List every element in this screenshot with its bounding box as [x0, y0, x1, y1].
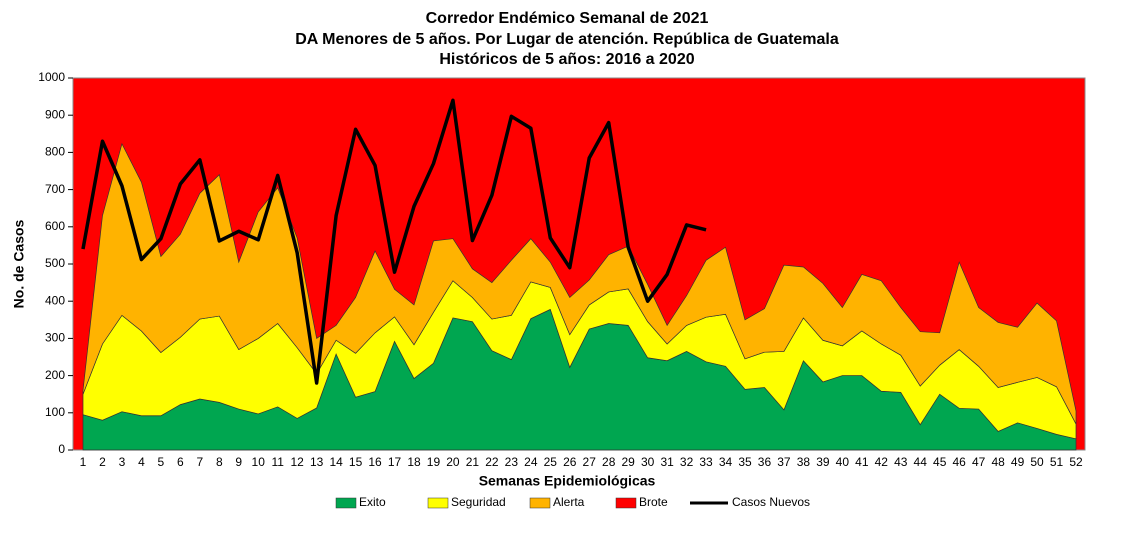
x-tick-label: 16	[368, 455, 382, 469]
x-tick-label: 12	[290, 455, 304, 469]
x-tick-label: 38	[797, 455, 811, 469]
x-tick-label: 48	[991, 455, 1005, 469]
y-tick-label: 400	[45, 293, 65, 307]
x-tick-label: 24	[524, 455, 538, 469]
legend-swatch	[335, 497, 357, 509]
y-tick-label: 900	[45, 107, 65, 121]
legend-label: Seguridad	[451, 495, 506, 509]
x-tick-label: 15	[349, 455, 363, 469]
y-tick-label: 600	[45, 219, 65, 233]
y-tick-label: 300	[45, 331, 65, 345]
legend-label: Casos Nuevos	[732, 495, 810, 509]
x-tick-label: 44	[914, 455, 928, 469]
y-tick-label: 1000	[38, 70, 65, 84]
x-tick-label: 33	[699, 455, 713, 469]
area	[82, 142, 1077, 425]
x-tick-label: 10	[252, 455, 266, 469]
x-tick-label: 17	[388, 455, 402, 469]
line	[81, 98, 707, 385]
x-tick-label: 45	[933, 455, 947, 469]
y-axis-title: No. de Casos	[11, 219, 27, 308]
y-tick-label: 700	[45, 182, 65, 196]
x-tick-label: 23	[505, 455, 519, 469]
legend-swatch	[615, 497, 637, 509]
x-tick-label: 51	[1050, 455, 1064, 469]
x-tick-label: 29	[621, 455, 635, 469]
chart-title: DA Menores de 5 años. Por Lugar de atenc…	[295, 31, 839, 48]
x-tick-label: 11	[271, 455, 284, 469]
x-tick-label: 6	[177, 455, 184, 469]
x-tick-label: 50	[1030, 455, 1044, 469]
x-tick-label: 28	[602, 455, 616, 469]
x-tick-label: 30	[641, 455, 655, 469]
x-tick-label: 39	[816, 455, 830, 469]
y-tick-label: 800	[45, 145, 65, 159]
legend-label: Brote	[639, 495, 668, 509]
legend-label: Alerta	[553, 495, 585, 509]
x-axis-title: Semanas Epidemiológicas	[479, 473, 656, 489]
x-tick-label: 49	[1011, 455, 1025, 469]
chart-title: Históricos de 5 años: 2016 a 2020	[439, 51, 694, 68]
x-tick-label: 25	[544, 455, 558, 469]
x-tick-label: 20	[446, 455, 460, 469]
x-tick-label: 5	[158, 455, 165, 469]
x-tick-label: 14	[329, 455, 343, 469]
x-tick-label: 35	[738, 455, 752, 469]
x-tick-label: 13	[310, 455, 324, 469]
x-tick-label: 26	[563, 455, 577, 469]
x-tick-label: 7	[196, 455, 203, 469]
chart-title: Corredor Endémico Semanal de 2021	[426, 10, 709, 27]
x-tick-label: 46	[952, 455, 966, 469]
x-tick-label: 34	[719, 455, 733, 469]
legend-swatch	[427, 497, 449, 509]
x-tick-label: 4	[138, 455, 145, 469]
y-tick-label: 0	[58, 442, 65, 456]
x-tick-label: 52	[1069, 455, 1083, 469]
y-tick-label: 500	[45, 256, 65, 270]
x-tick-label: 41	[855, 455, 869, 469]
x-tick-label: 22	[485, 455, 499, 469]
y-tick-label: 100	[45, 405, 65, 419]
x-tick-label: 37	[777, 455, 791, 469]
x-tick-label: 40	[836, 455, 850, 469]
x-tick-label: 3	[119, 455, 126, 469]
x-tick-label: 8	[216, 455, 223, 469]
x-tick-label: 42	[875, 455, 889, 469]
x-tick-label: 32	[680, 455, 694, 469]
x-tick-label: 1	[80, 455, 87, 469]
x-tick-label: 31	[660, 455, 674, 469]
x-tick-label: 27	[583, 455, 597, 469]
x-tick-label: 19	[427, 455, 441, 469]
x-tick-label: 21	[466, 455, 480, 469]
x-tick-label: 47	[972, 455, 986, 469]
x-tick-label: 2	[99, 455, 106, 469]
y-tick-label: 200	[45, 368, 65, 382]
legend-swatch	[529, 497, 551, 509]
x-tick-label: 43	[894, 455, 908, 469]
x-tick-label: 36	[758, 455, 772, 469]
legend-label: Exito	[359, 495, 386, 509]
x-tick-label: 9	[235, 455, 242, 469]
x-tick-label: 18	[407, 455, 421, 469]
